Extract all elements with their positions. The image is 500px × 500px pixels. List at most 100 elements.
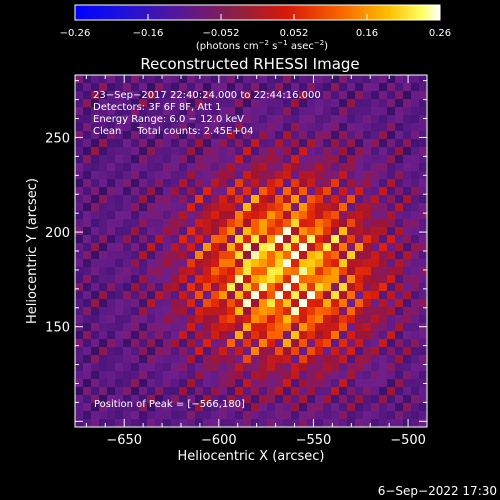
heatmap-cell <box>331 251 340 260</box>
heatmap-cell <box>251 219 260 228</box>
heatmap-cell <box>411 99 420 108</box>
heatmap-cell <box>403 139 412 148</box>
heatmap-cell <box>251 83 260 92</box>
heatmap-cell <box>299 363 308 372</box>
heatmap-cell <box>251 147 260 156</box>
heatmap-cell <box>211 123 220 132</box>
heatmap-cell <box>411 203 420 212</box>
heatmap-cell <box>171 163 180 172</box>
heatmap-cell <box>139 411 148 420</box>
heatmap-cell <box>339 355 348 364</box>
heatmap-cell <box>219 259 228 268</box>
heatmap-cell <box>355 195 364 204</box>
heatmap-cell <box>203 331 212 340</box>
heatmap-cell <box>283 83 292 92</box>
heatmap-cell <box>267 275 276 284</box>
heatmap-cell <box>187 131 196 140</box>
heatmap-cell <box>163 355 172 364</box>
heatmap-cell <box>163 387 172 396</box>
heatmap-cell <box>243 419 252 428</box>
heatmap-cell <box>307 411 316 420</box>
heatmap-cell <box>171 323 180 332</box>
heatmap-cell <box>187 75 196 84</box>
heatmap-cell <box>347 411 356 420</box>
heatmap-cell <box>299 419 308 428</box>
heatmap-cell <box>339 179 348 188</box>
heatmap-cell <box>283 187 292 196</box>
heatmap-cell <box>331 275 340 284</box>
heatmap-cell <box>187 163 196 172</box>
heatmap-cell <box>339 99 348 108</box>
heatmap-cell <box>211 275 220 284</box>
heatmap-cell <box>203 323 212 332</box>
heatmap-cell <box>331 371 340 380</box>
heatmap-cell <box>187 323 196 332</box>
heatmap-cell <box>147 123 156 132</box>
heatmap-cell <box>323 195 332 204</box>
heatmap-cell <box>147 187 156 196</box>
heatmap-cell <box>107 283 116 292</box>
heatmap-cell <box>251 283 260 292</box>
heatmap-cell <box>219 299 228 308</box>
heatmap-cell <box>259 171 268 180</box>
heatmap-cell <box>171 275 180 284</box>
heatmap-cell <box>291 315 300 324</box>
heatmap-cell <box>339 323 348 332</box>
heatmap-cell <box>83 171 92 180</box>
heatmap-cell <box>403 339 412 348</box>
heatmap-cell <box>139 163 148 172</box>
heatmap-cell <box>379 131 388 140</box>
heatmap-cell <box>163 131 172 140</box>
heatmap-cell <box>163 379 172 388</box>
heatmap-cell <box>283 243 292 252</box>
heatmap-cell <box>115 363 124 372</box>
heatmap-cell <box>251 163 260 172</box>
heatmap-cell <box>115 83 124 92</box>
heatmap-cell <box>155 91 164 100</box>
heatmap-cell <box>83 147 92 156</box>
heatmap-cell <box>179 75 188 84</box>
heatmap-cell <box>379 379 388 388</box>
heatmap-cell <box>195 299 204 308</box>
heatmap-cell <box>131 131 140 140</box>
heatmap-cell <box>371 267 380 276</box>
heatmap-cell <box>355 203 364 212</box>
heatmap-cell <box>315 387 324 396</box>
heatmap-cell <box>195 171 204 180</box>
heatmap-cell <box>355 107 364 116</box>
heatmap-cell <box>75 83 84 92</box>
heatmap-cell <box>339 419 348 428</box>
heatmap-cell <box>275 179 284 188</box>
heatmap-cell <box>339 283 348 292</box>
heatmap-cell <box>403 355 412 364</box>
heatmap-cell <box>379 251 388 260</box>
heatmap-cell <box>339 123 348 132</box>
heatmap-cell <box>395 203 404 212</box>
heatmap-cell <box>75 219 84 228</box>
heatmap-cell <box>75 283 84 292</box>
heatmap-cell <box>139 171 148 180</box>
heatmap-cell <box>411 371 420 380</box>
heatmap-cell <box>347 371 356 380</box>
heatmap-cell <box>147 419 156 428</box>
heatmap-cell <box>363 259 372 268</box>
annotation-counts: Clean Total counts: 2.45E+04 <box>93 126 253 137</box>
heatmap-cell <box>219 115 228 124</box>
heatmap-cell <box>251 243 260 252</box>
heatmap-cell <box>179 347 188 356</box>
heatmap-cell <box>155 363 164 372</box>
heatmap-cell <box>291 363 300 372</box>
heatmap-cell <box>147 251 156 260</box>
x-tick-label: −650 <box>106 433 142 448</box>
heatmap-cell <box>171 227 180 236</box>
heatmap-cell <box>235 387 244 396</box>
heatmap-cell <box>411 419 420 428</box>
heatmap-cell <box>227 139 236 148</box>
heatmap-cell <box>147 411 156 420</box>
heatmap-cell <box>155 123 164 132</box>
heatmap-cell <box>75 203 84 212</box>
heatmap-cell <box>235 187 244 196</box>
heatmap-cell <box>179 179 188 188</box>
heatmap-cell <box>147 179 156 188</box>
heatmap-cell <box>419 235 428 244</box>
